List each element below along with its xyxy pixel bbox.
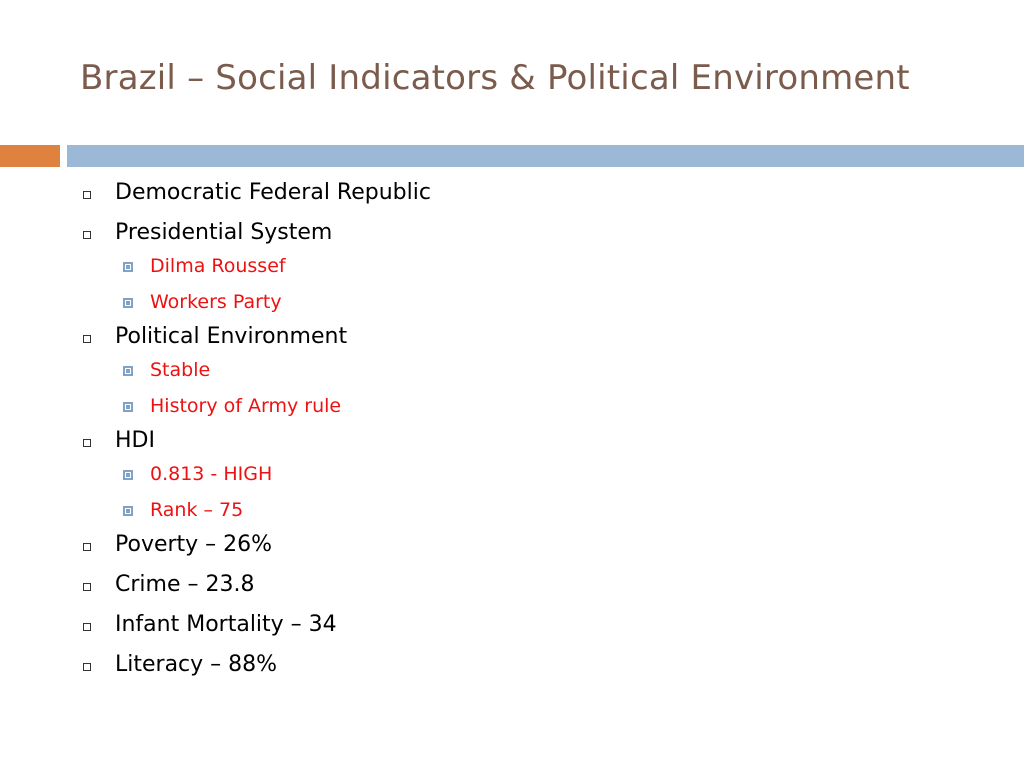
square-bullet-icon	[123, 298, 133, 308]
slide-title: Brazil – Social Indicators & Political E…	[80, 58, 910, 98]
bullet-item: Crime – 23.8	[80, 572, 431, 598]
bullet-text: Infant Mortality – 34	[115, 612, 337, 637]
sub-bullet-list: Stable History of Army rule	[115, 358, 431, 418]
hollow-square-bullet-icon	[83, 583, 91, 591]
bullet-item: Literacy – 88%	[80, 652, 431, 678]
sub-bullet-list: Dilma Roussef Workers Party	[115, 254, 431, 314]
bullet-item: Poverty – 26%	[80, 532, 431, 558]
sub-bullet-item: Stable	[115, 358, 431, 382]
bullet-text: Political Environment	[115, 324, 348, 349]
hollow-square-bullet-icon	[83, 663, 91, 671]
bullet-text: Democratic Federal Republic	[115, 180, 431, 205]
square-bullet-icon	[123, 506, 133, 516]
hollow-square-bullet-icon	[83, 231, 91, 239]
sub-bullet-text: 0.813 - HIGH	[150, 463, 273, 485]
bullet-text: Presidential System	[115, 220, 333, 245]
bullet-text: Crime – 23.8	[115, 572, 255, 597]
bullet-item: Presidential System Dilma Roussef Workers …	[80, 220, 431, 314]
bullet-text: Poverty – 26%	[115, 532, 273, 557]
square-bullet-icon	[123, 366, 133, 376]
square-bullet-icon	[123, 262, 133, 272]
sub-bullet-text: Dilma Roussef	[150, 255, 286, 277]
hollow-square-bullet-icon	[83, 335, 91, 343]
hollow-square-bullet-icon	[83, 439, 91, 447]
bullet-list: Democratic Federal Republic Presidential …	[80, 180, 431, 692]
bullet-text: HDI	[115, 428, 155, 453]
square-bullet-icon	[123, 402, 133, 412]
bullet-item: Democratic Federal Republic	[80, 180, 431, 206]
bullet-item: HDI 0.813 - HIGH Rank – 75	[80, 428, 431, 522]
sub-bullet-text: Workers Party	[150, 291, 282, 313]
sub-bullet-text: Rank – 75	[150, 499, 244, 521]
sub-bullet-item: Dilma Roussef	[115, 254, 431, 278]
hollow-square-bullet-icon	[83, 623, 91, 631]
sub-bullet-item: Rank – 75	[115, 498, 431, 522]
bullet-item: Infant Mortality – 34	[80, 612, 431, 638]
sub-bullet-text: Stable	[150, 359, 211, 381]
hollow-square-bullet-icon	[83, 191, 91, 199]
sub-bullet-item: 0.813 - HIGH	[115, 462, 431, 486]
sub-bullet-item: Workers Party	[115, 290, 431, 314]
square-bullet-icon	[123, 470, 133, 480]
accent-bar-blue	[67, 145, 1024, 167]
sub-bullet-text: History of Army rule	[150, 395, 342, 417]
bullet-text: Literacy – 88%	[115, 652, 278, 677]
hollow-square-bullet-icon	[83, 543, 91, 551]
bullet-item: Political Environment Stable History of Ar…	[80, 324, 431, 418]
sub-bullet-item: History of Army rule	[115, 394, 431, 418]
sub-bullet-list: 0.813 - HIGH Rank – 75	[115, 462, 431, 522]
accent-bar-orange	[0, 145, 60, 167]
